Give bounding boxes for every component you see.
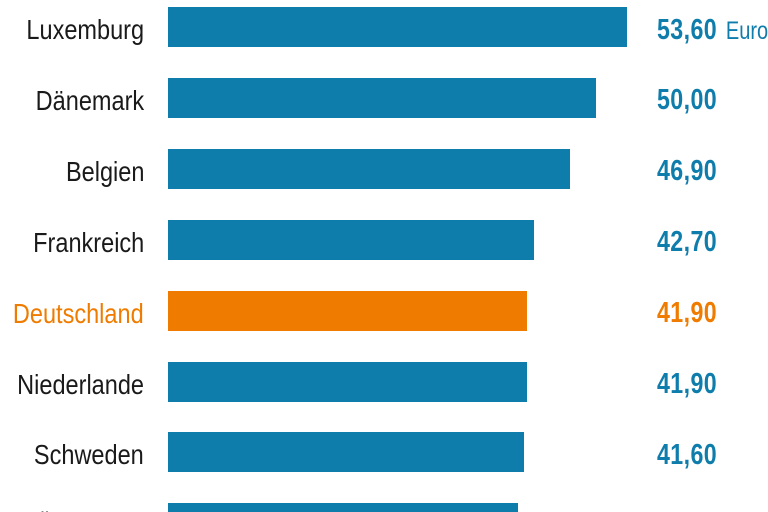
value-number: 50,00 [657, 84, 718, 117]
category-label-text: Niederlande [17, 368, 144, 400]
unit-label: Euro [725, 16, 768, 45]
category-label: Frankreich [0, 220, 144, 260]
category-label: Luxemburg [0, 7, 144, 47]
value-number: 46,90 [657, 155, 718, 188]
bar-row: Schweden 41,60 [0, 432, 768, 473]
bar [168, 219, 534, 260]
value-label: 41,90 [657, 291, 732, 331]
bar [168, 290, 527, 331]
bar [168, 432, 525, 473]
category-label-text: Deutschland [13, 297, 144, 329]
value-label: 50,00 [657, 78, 732, 118]
category-label: Deutschland [0, 291, 144, 331]
category-label: Dänemark [0, 78, 144, 118]
category-label-text: Dänemark [35, 84, 144, 116]
bar [168, 77, 596, 118]
value-label: 41,90 [657, 362, 732, 402]
bar-row: Luxemburg 53,60 Euro [0, 7, 768, 47]
bar [168, 148, 570, 189]
category-label-text: Schweden [34, 439, 144, 471]
category-label: Österreich [0, 503, 144, 512]
bar [168, 361, 527, 402]
value-label: 53,60 Euro [657, 7, 768, 47]
value-number: 41,60 [657, 438, 718, 471]
value-number: 41,90 [657, 297, 718, 330]
bar [168, 503, 519, 512]
category-label: Niederlande [0, 362, 144, 402]
bar-row: Deutschland 41,90 [0, 290, 768, 331]
value-label: 46,90 [657, 149, 732, 189]
value-label: 41,60 [657, 432, 732, 472]
bar [168, 7, 627, 47]
bar-row: Österreich [0, 503, 768, 512]
bar-row: Frankreich 42,70 [0, 219, 768, 260]
bar-row: Niederlande 41,90 [0, 361, 768, 402]
category-label-text: Frankreich [32, 226, 144, 258]
value-label: 42,70 [657, 220, 732, 260]
category-label-text: Luxemburg [26, 14, 144, 45]
bar-row: Belgien 46,90 [0, 148, 768, 189]
value-number: 42,70 [657, 226, 718, 259]
category-label-text: Belgien [65, 155, 144, 187]
bar-row: Dänemark 50,00 [0, 77, 768, 118]
value-number: 53,60 [657, 13, 718, 46]
category-label: Belgien [0, 149, 144, 189]
category-label-text: Österreich [36, 510, 144, 512]
category-label: Schweden [0, 432, 144, 472]
value-number: 41,90 [657, 368, 718, 400]
